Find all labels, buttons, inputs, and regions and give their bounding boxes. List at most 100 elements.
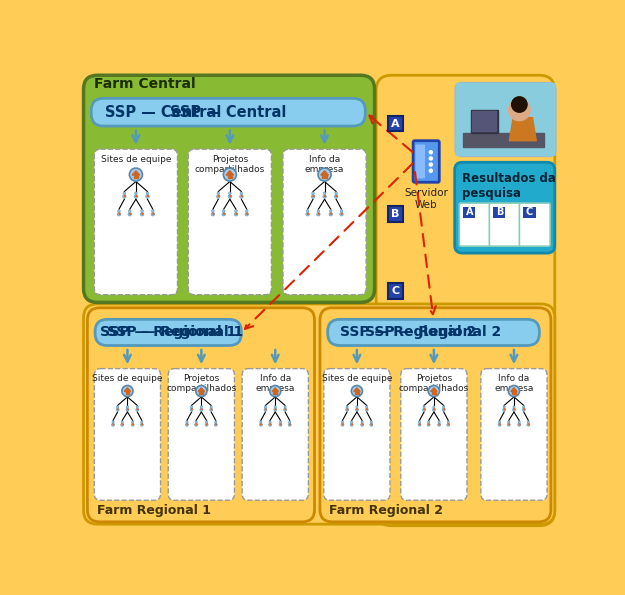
Bar — [512, 392, 516, 394]
Circle shape — [151, 209, 154, 212]
FancyBboxPatch shape — [489, 203, 520, 246]
Bar — [322, 175, 327, 178]
Text: Info da
empresa: Info da empresa — [256, 374, 295, 393]
Circle shape — [335, 192, 338, 195]
Circle shape — [222, 209, 225, 212]
Circle shape — [285, 409, 286, 410]
Circle shape — [146, 192, 149, 195]
Circle shape — [508, 423, 510, 426]
Circle shape — [284, 408, 287, 411]
Circle shape — [519, 424, 520, 425]
Circle shape — [438, 423, 441, 426]
Circle shape — [418, 423, 421, 426]
Circle shape — [361, 423, 364, 426]
Circle shape — [116, 406, 119, 408]
Circle shape — [261, 424, 262, 425]
FancyBboxPatch shape — [88, 308, 314, 522]
Circle shape — [504, 409, 505, 410]
FancyBboxPatch shape — [376, 75, 555, 526]
Circle shape — [126, 408, 129, 411]
Circle shape — [196, 424, 197, 425]
Circle shape — [222, 212, 226, 216]
FancyBboxPatch shape — [168, 369, 234, 500]
Circle shape — [274, 406, 276, 408]
Circle shape — [367, 409, 368, 410]
Text: Farm Regional 1: Farm Regional 1 — [97, 504, 211, 517]
Circle shape — [118, 212, 121, 216]
Circle shape — [207, 424, 208, 425]
Polygon shape — [431, 388, 437, 392]
Text: Servidor
Web: Servidor Web — [404, 189, 448, 210]
Circle shape — [428, 386, 439, 396]
Circle shape — [129, 168, 142, 181]
FancyBboxPatch shape — [416, 145, 425, 178]
Circle shape — [366, 406, 368, 408]
Circle shape — [141, 209, 143, 212]
Polygon shape — [511, 388, 518, 392]
Circle shape — [269, 423, 271, 426]
FancyBboxPatch shape — [188, 149, 271, 295]
Circle shape — [442, 408, 445, 411]
Circle shape — [370, 421, 372, 423]
Circle shape — [341, 423, 344, 426]
Circle shape — [432, 408, 436, 411]
Circle shape — [122, 424, 123, 425]
Text: SSP — Central: SSP — Central — [105, 105, 221, 120]
Circle shape — [260, 421, 262, 423]
Circle shape — [371, 424, 372, 425]
Bar — [463, 133, 544, 147]
Text: Sites de equipe: Sites de equipe — [322, 374, 392, 383]
Polygon shape — [198, 388, 204, 392]
Circle shape — [311, 195, 315, 198]
Circle shape — [418, 421, 421, 423]
Circle shape — [323, 192, 326, 195]
FancyBboxPatch shape — [242, 369, 308, 500]
Circle shape — [317, 209, 319, 212]
Circle shape — [340, 209, 342, 212]
Circle shape — [362, 424, 363, 425]
FancyBboxPatch shape — [413, 140, 439, 182]
Circle shape — [270, 424, 271, 425]
FancyBboxPatch shape — [94, 369, 161, 500]
Circle shape — [210, 406, 212, 408]
Text: B: B — [496, 207, 503, 217]
Circle shape — [194, 423, 198, 426]
Circle shape — [195, 421, 198, 423]
Circle shape — [512, 97, 527, 112]
Text: Info da
empresa: Info da empresa — [494, 374, 534, 393]
Circle shape — [528, 424, 529, 425]
Circle shape — [200, 406, 202, 408]
Circle shape — [187, 424, 188, 425]
FancyBboxPatch shape — [456, 83, 556, 156]
Circle shape — [427, 423, 430, 426]
Circle shape — [211, 409, 212, 410]
Text: Resultados da
pesquisa: Resultados da pesquisa — [462, 171, 556, 199]
Text: B: B — [391, 209, 399, 219]
Circle shape — [131, 423, 134, 426]
FancyBboxPatch shape — [388, 283, 403, 299]
Circle shape — [429, 151, 432, 154]
Circle shape — [122, 195, 126, 198]
Circle shape — [129, 209, 131, 212]
Circle shape — [141, 423, 143, 426]
Circle shape — [235, 209, 238, 212]
Circle shape — [279, 421, 282, 423]
Text: SSP — Central: SSP — Central — [170, 105, 286, 120]
FancyBboxPatch shape — [481, 369, 547, 500]
Circle shape — [423, 406, 425, 408]
Circle shape — [112, 421, 114, 423]
Circle shape — [229, 192, 231, 195]
Circle shape — [127, 409, 128, 410]
Text: Sites de equipe: Sites de equipe — [92, 374, 162, 383]
Circle shape — [334, 195, 338, 198]
FancyBboxPatch shape — [94, 149, 178, 295]
FancyBboxPatch shape — [463, 207, 476, 218]
Circle shape — [422, 408, 426, 411]
Circle shape — [279, 423, 282, 426]
Circle shape — [186, 421, 188, 423]
Text: SSP — Regional 1: SSP — Regional 1 — [100, 325, 236, 339]
Circle shape — [246, 209, 248, 212]
Circle shape — [288, 423, 291, 426]
Circle shape — [239, 195, 243, 198]
Circle shape — [346, 408, 349, 411]
